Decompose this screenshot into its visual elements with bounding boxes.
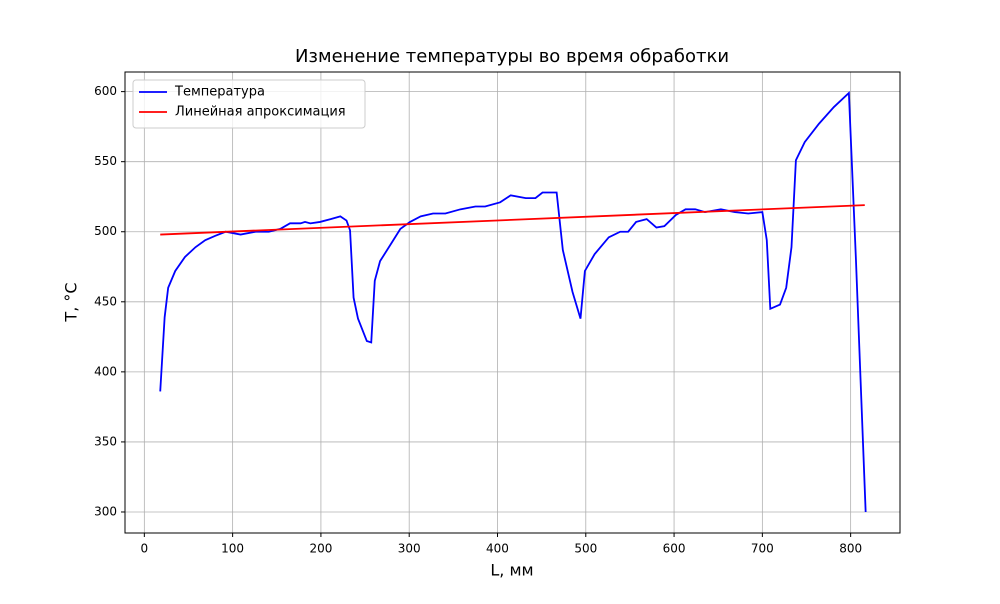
y-tick-label: 350: [94, 434, 117, 448]
legend-label: Линейная апроксимация: [175, 105, 346, 120]
y-tick-label: 400: [94, 364, 117, 378]
x-tick-label: 200: [309, 542, 332, 556]
x-tick-label: 0: [141, 542, 149, 556]
plot-frame: [124, 71, 901, 534]
legend-label: Температура: [174, 85, 265, 100]
x-tick-label: 300: [398, 542, 421, 556]
data-line: [160, 204, 865, 236]
x-tick-label: 400: [486, 542, 509, 556]
y-tick-label: 450: [94, 294, 117, 308]
x-tick-label: 100: [221, 542, 244, 556]
y-axis-label: T, °C: [62, 282, 81, 322]
x-axis-label: L, мм: [490, 561, 533, 580]
x-tick-label: 700: [751, 542, 774, 556]
y-tick-label: 300: [94, 504, 117, 518]
y-tick-label: 550: [94, 154, 117, 168]
data-line: [159, 91, 867, 513]
legend-box: [132, 79, 366, 129]
x-tick-label: 600: [663, 542, 686, 556]
x-tick-label: 500: [574, 542, 597, 556]
y-tick-label: 500: [94, 224, 117, 238]
x-tick-label: 800: [839, 542, 862, 556]
y-tick-label: 600: [94, 84, 117, 98]
chart-title: Изменение температуры во время обработки: [295, 46, 729, 67]
